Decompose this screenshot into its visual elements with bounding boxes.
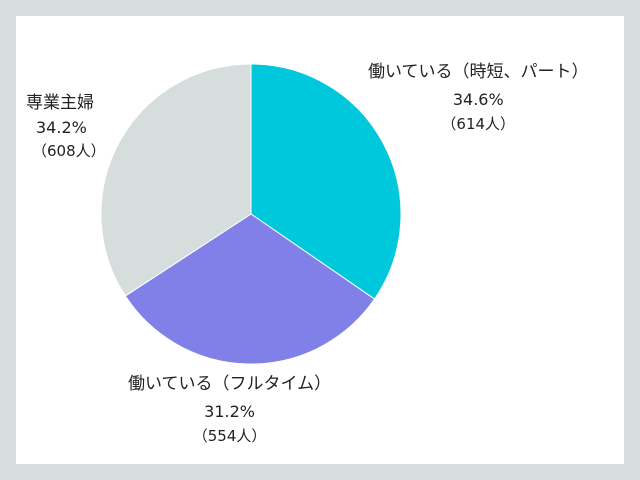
label-part-time: 働いている（時短、パート） 34.6% （614人） [368, 64, 589, 132]
slice-count: （554人） [192, 427, 267, 445]
chart-panel: 働いている（時短、パート） 34.6% （614人） 働いている（フルタイム） … [16, 16, 624, 464]
slice-label: 働いている（フルタイム） [128, 374, 332, 394]
slice-count: （614人） [441, 115, 516, 133]
slice-part-time [250, 63, 402, 300]
slice-housewife [100, 63, 252, 297]
slice-percent: 31.2% [204, 402, 255, 421]
slice-percent: 34.2% [36, 118, 87, 137]
slice-label: 働いている（時短、パート） [368, 62, 589, 82]
slice-label: 専業主婦 [26, 93, 94, 113]
slice-percent: 34.6% [452, 90, 504, 109]
label-housewife: 専業主婦 34.2% （608人） [26, 95, 106, 159]
label-full-time: 働いている（フルタイム） 31.2% （554人） [128, 376, 331, 444]
pie-chart [100, 63, 402, 365]
slice-full-time [124, 213, 376, 365]
slice-count: （608人） [32, 142, 106, 160]
